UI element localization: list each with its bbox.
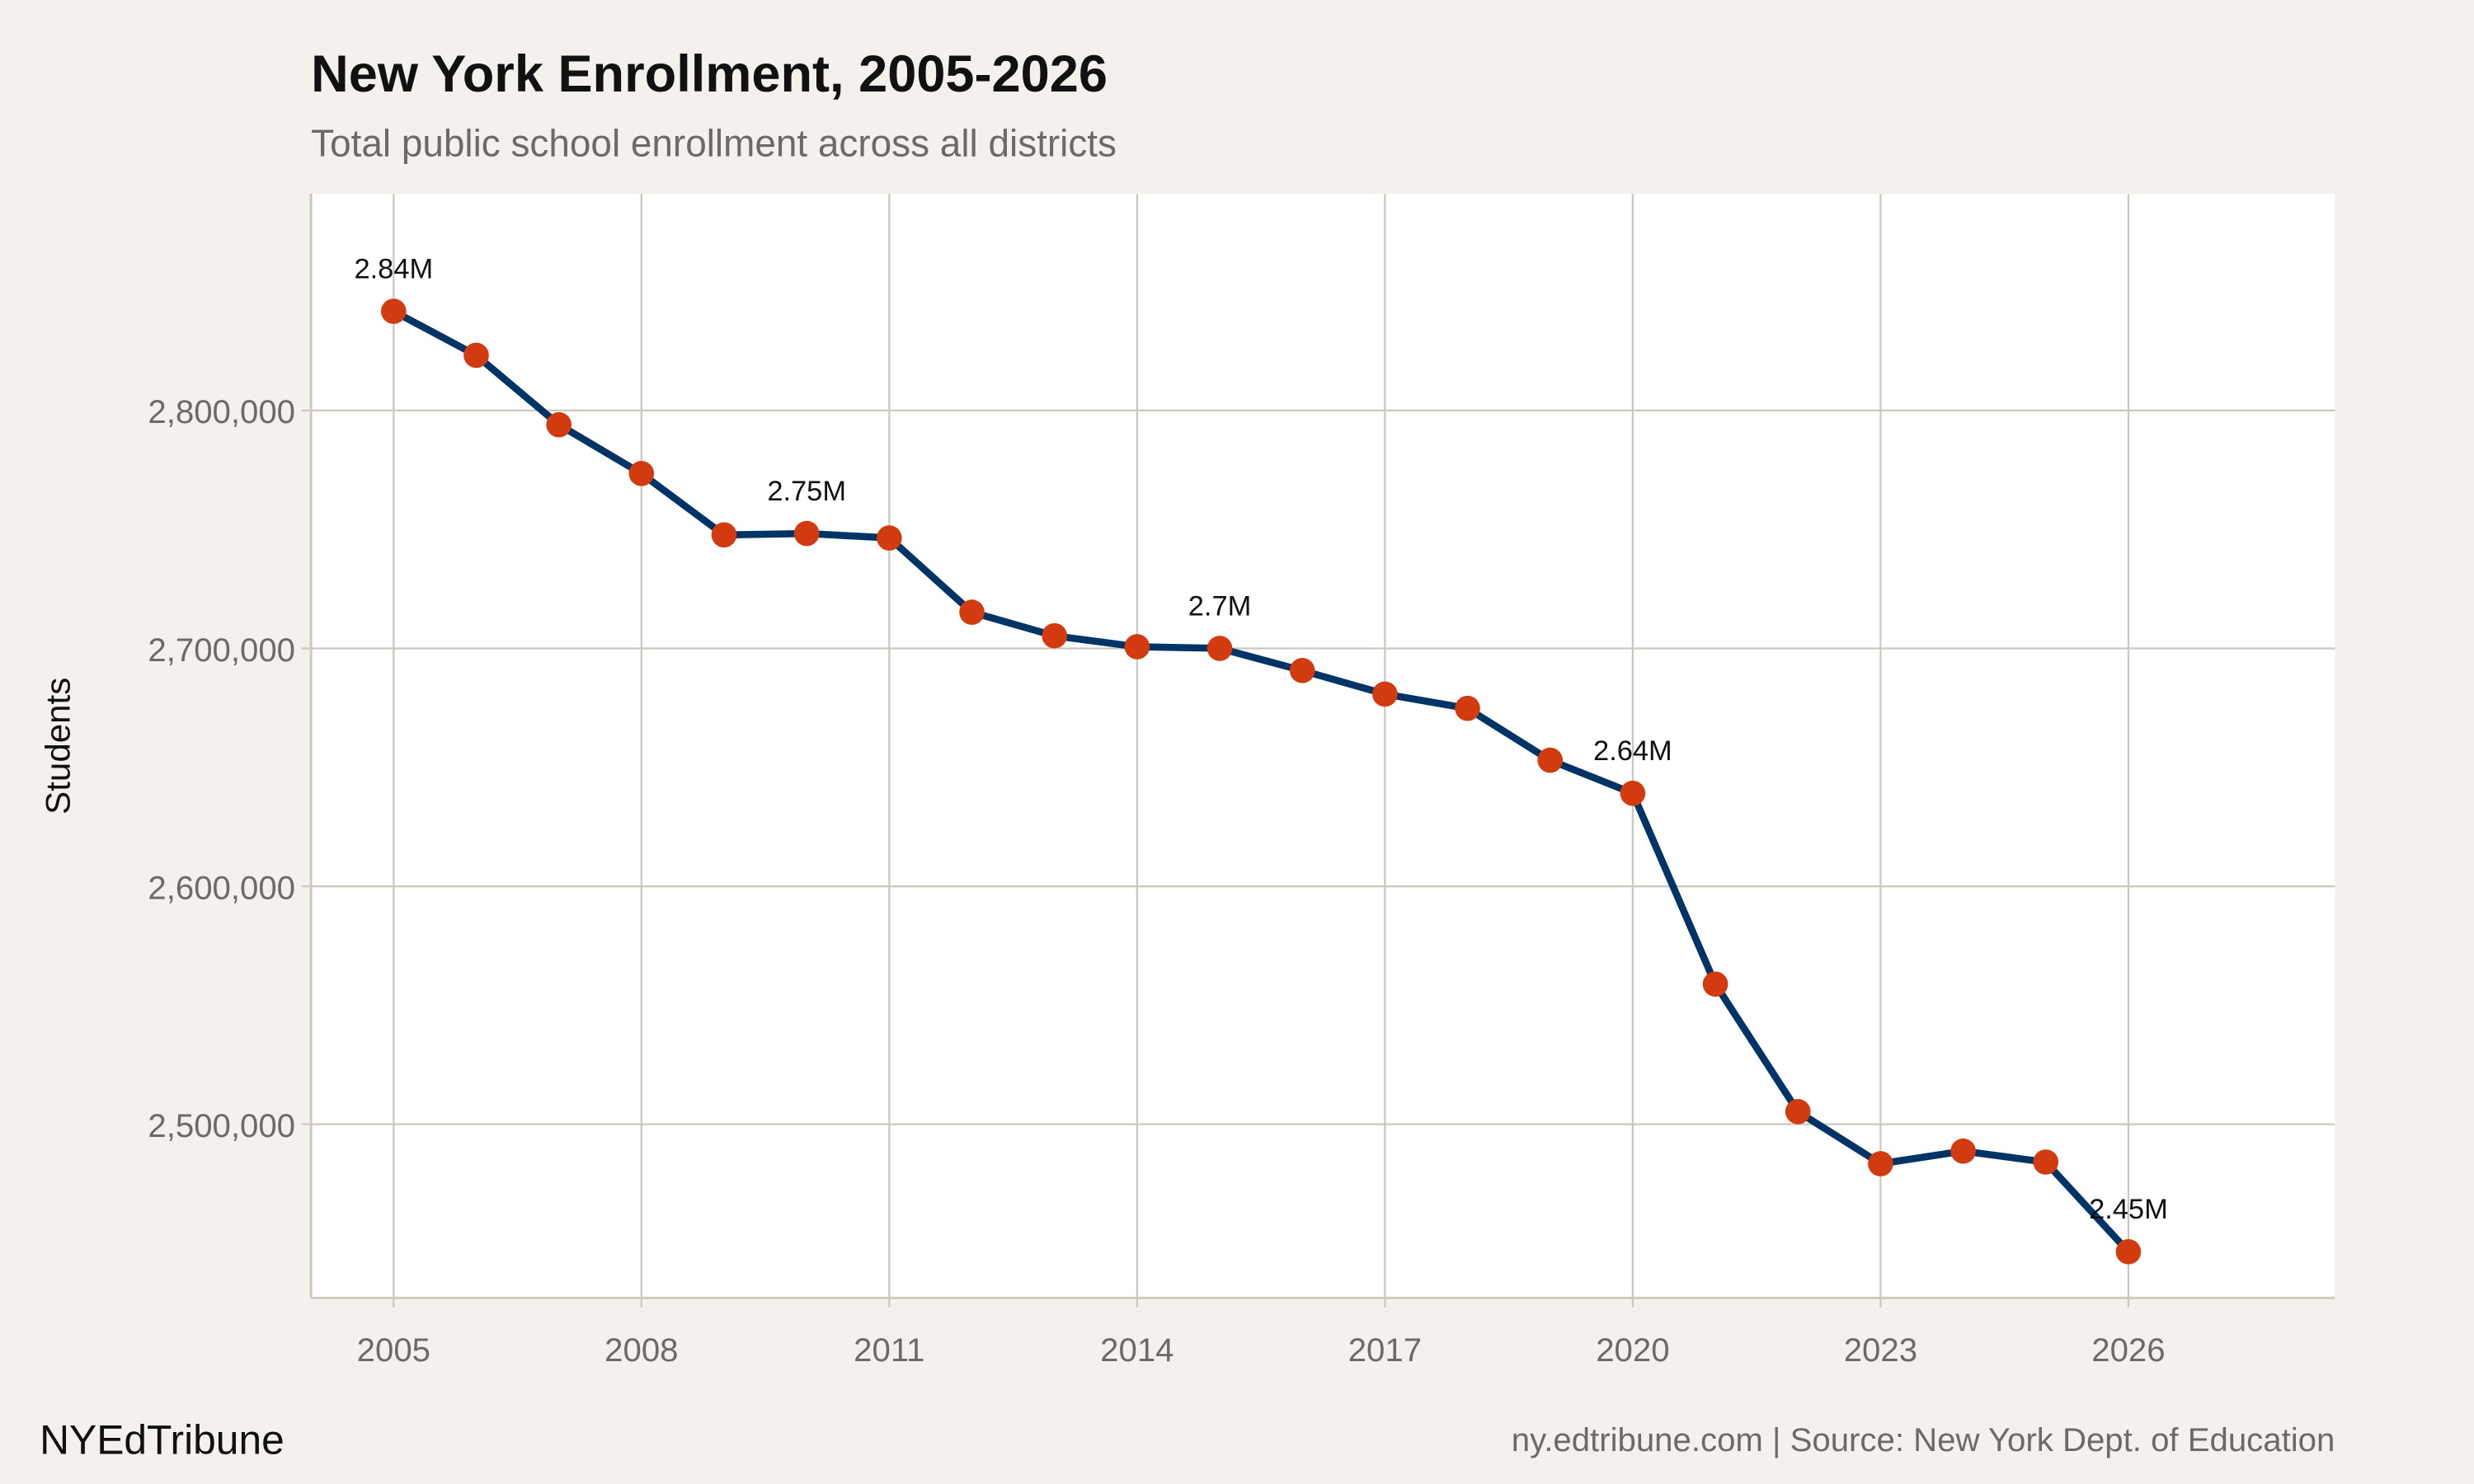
data-point (1702, 971, 1729, 997)
y-axis-label: Students (38, 678, 77, 815)
chart-subtitle: Total public school enrollment across al… (311, 121, 1117, 164)
x-tick-label: 2011 (854, 1331, 924, 1369)
plot-panel (311, 194, 2335, 1298)
data-point (2115, 1238, 2142, 1265)
x-tick-label: 2014 (1100, 1331, 1174, 1369)
data-point (1950, 1138, 1976, 1164)
data-point (1537, 747, 1564, 773)
data-point (793, 520, 820, 547)
data-label: 2.64M (1593, 735, 1672, 767)
x-tick-label: 2026 (2091, 1331, 2165, 1369)
y-tick-label: 2,600,000 (148, 869, 295, 906)
data-point (1289, 658, 1315, 683)
data-point (1042, 622, 1067, 649)
x-tick-label: 2017 (1348, 1331, 1422, 1369)
footer-brand: NYEdTribune (40, 1417, 285, 1463)
y-tick-label: 2,800,000 (148, 393, 295, 430)
data-label: 2.7M (1188, 590, 1252, 622)
chart-title: New York Enrollment, 2005-2026 (311, 45, 1108, 103)
data-point (877, 525, 902, 551)
x-tick-label: 2020 (1596, 1331, 1669, 1369)
data-point (2033, 1149, 2059, 1175)
data-label: 2.75M (767, 476, 846, 507)
data-point (711, 522, 737, 548)
footer-source: ny.edtribune.com | Source: New York Dept… (1512, 1421, 2335, 1458)
data-point (1124, 634, 1150, 660)
data-point (1868, 1151, 1893, 1176)
data-label: 2.84M (354, 253, 433, 284)
y-tick-label: 2,700,000 (148, 632, 295, 669)
x-tick-label: 2008 (604, 1331, 678, 1369)
data-point (1372, 681, 1398, 707)
data-point (381, 298, 407, 324)
data-point (546, 411, 571, 438)
data-point (1620, 780, 1646, 806)
data-point (959, 599, 985, 625)
series-line (392, 308, 2132, 1255)
data-label: 2.45M (2089, 1194, 2168, 1225)
data-point (1455, 695, 1480, 721)
x-tick-label: 2005 (357, 1331, 430, 1369)
data-point (1206, 636, 1233, 661)
x-tick-label: 2023 (1844, 1331, 1917, 1369)
y-tick-label: 2,500,000 (148, 1107, 295, 1144)
data-point (463, 342, 489, 369)
data-point (1785, 1099, 1811, 1125)
data-point (628, 461, 655, 486)
